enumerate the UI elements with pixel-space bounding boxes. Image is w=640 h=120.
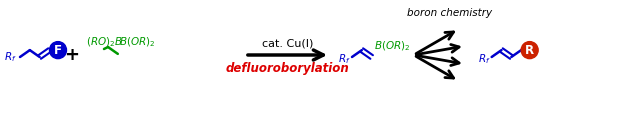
Text: $R_f$: $R_f$ <box>338 52 351 66</box>
Text: $B(OR)_2$: $B(OR)_2$ <box>119 35 156 49</box>
Circle shape <box>521 42 538 59</box>
Text: $R_f$: $R_f$ <box>4 50 17 64</box>
Text: $B(OR)_2$: $B(OR)_2$ <box>374 39 410 53</box>
Text: cat. Cu(I): cat. Cu(I) <box>262 38 313 48</box>
Text: $R_f$: $R_f$ <box>477 52 490 66</box>
Text: +: + <box>65 46 79 64</box>
Text: F: F <box>54 44 62 57</box>
Text: $(RO)_2B$: $(RO)_2B$ <box>86 35 123 49</box>
Circle shape <box>49 42 67 59</box>
Text: defluoroborylation: defluoroborylation <box>226 62 349 75</box>
Text: boron chemistry: boron chemistry <box>407 8 492 18</box>
Text: R: R <box>525 44 534 57</box>
